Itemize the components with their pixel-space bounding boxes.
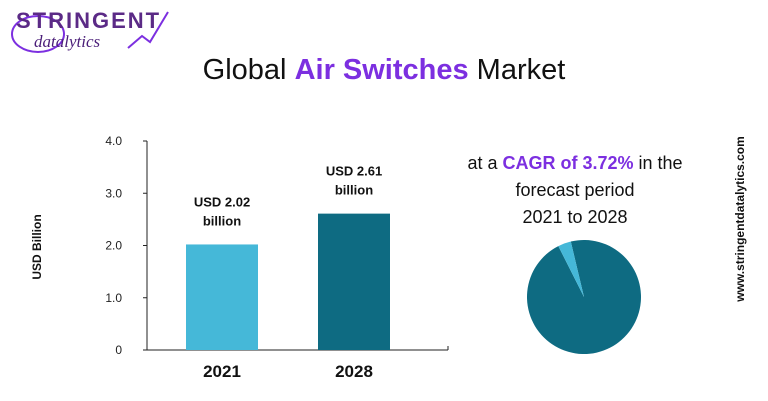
- pie-slice: [558, 241, 584, 297]
- pie-chart: [526, 239, 642, 354]
- cagr-text: at a CAGR of 3.72% in the forecast perio…: [450, 150, 700, 231]
- y-tick-label: 0: [115, 343, 122, 357]
- logo-swoosh-icon: [11, 11, 169, 53]
- bar: [318, 213, 390, 350]
- bar-data-label: billion: [203, 213, 241, 228]
- y-tick-label: 2.0: [105, 239, 122, 253]
- brand-logo: STRINGENT datalytics: [8, 4, 178, 56]
- cagr-suffix: in the: [633, 153, 683, 173]
- bar-data-label: billion: [335, 183, 373, 198]
- logo-wordmark-bottom: datalytics: [34, 32, 101, 51]
- y-tick-label: 3.0: [105, 186, 122, 200]
- cagr-line-2: forecast period: [515, 180, 635, 200]
- bar-data-label: USD 2.61: [326, 164, 382, 179]
- x-category-label: 2021: [203, 362, 241, 381]
- logo-wordmark-top: STRINGENT: [16, 8, 162, 33]
- title-accent: Air Switches: [294, 54, 469, 86]
- title-suffix: Market: [468, 54, 566, 86]
- y-tick-label: 1.0: [105, 291, 122, 305]
- cagr-accent: CAGR of 3.72%: [502, 153, 634, 173]
- cagr-prefix: at a: [467, 153, 503, 173]
- bar-data-label: USD 2.02: [194, 194, 250, 209]
- bars: USD 2.02 billion 2021 USD 2.61 billion 2028: [186, 164, 390, 381]
- y-tick-label: 4.0: [105, 134, 122, 148]
- cagr-line-3: 2021 to 2028: [522, 207, 628, 227]
- website-url[interactable]: www.stringentdatalytics.com: [733, 136, 747, 302]
- title-prefix: Global: [202, 54, 295, 86]
- cagr-line-1: at a CAGR of 3.72% in the: [450, 150, 700, 177]
- y-ticks: 0 1.0 2.0 3.0 4.0: [105, 134, 449, 357]
- page-title: Global Air Switches Market: [0, 54, 768, 87]
- bar: [186, 244, 258, 350]
- x-category-label: 2028: [335, 362, 373, 381]
